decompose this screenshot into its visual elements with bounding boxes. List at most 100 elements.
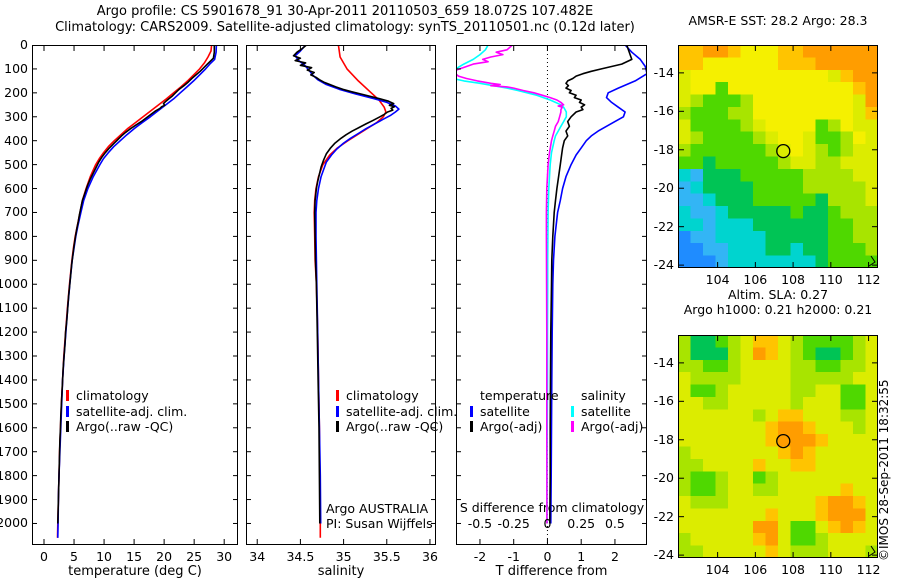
sla-map-title-line2: Argo h1000: 0.21 h2000: 0.21 — [683, 302, 873, 317]
coastline — [868, 255, 876, 267]
depth-tick-label: 400 — [4, 132, 28, 148]
legend-color-bar-icon — [336, 405, 339, 417]
series-climatology — [56, 45, 213, 538]
legend-item: satellite — [470, 404, 530, 419]
legend-color-bar-icon — [66, 390, 69, 401]
lon-tick-label: 110 — [818, 562, 843, 577]
axes-box — [456, 45, 647, 545]
series-s-argo-adj- — [456, 45, 565, 524]
legend-item: satellite-adj. clim. — [66, 404, 187, 419]
legend-color-bar-icon — [66, 405, 69, 417]
lon-tick-label: 108 — [781, 562, 806, 577]
map-border — [678, 45, 878, 268]
lat-tick-label: -20 — [653, 470, 674, 486]
pi-annotation: PI: Susan Wijffels — [326, 516, 433, 531]
depth-tick-label: 700 — [4, 204, 28, 220]
legend-header-temperature: temperature — [480, 388, 559, 403]
lat-tick-label: -14 — [653, 354, 674, 370]
series-s-satellite — [456, 45, 568, 524]
coastline — [868, 545, 876, 557]
s-diff-tick-label: -0.5 — [467, 516, 493, 531]
axes-box — [246, 45, 436, 545]
figure-title-line1: Argo profile: CS 5901678_91 30-Apr-2011 … — [96, 4, 594, 19]
lat-tick-label: -18 — [653, 141, 674, 157]
x-tick-label: 20 — [156, 549, 173, 564]
depth-tick-label: 900 — [4, 252, 28, 268]
series-argo-raw-qc- — [57, 45, 216, 524]
series-satellite-adj-clim- — [57, 45, 218, 538]
depth-tick-label: 1400 — [0, 371, 28, 387]
legend-header-salinity: salinity — [581, 388, 626, 403]
argo-float-marker — [776, 143, 791, 159]
depth-tick-label: 1700 — [0, 443, 28, 459]
figure-title-line2: Climatology: CARS2009. Satellite-adjuste… — [55, 20, 635, 35]
legend-item: climatology — [336, 388, 419, 403]
lon-tick-label: 112 — [856, 562, 881, 577]
depth-tick-label: 0 — [20, 37, 28, 52]
sla-map-overlay — [678, 335, 878, 558]
salinity-axis-title: salinity — [317, 564, 365, 579]
x-tick-label: 35.5 — [372, 549, 401, 564]
legend-label: Argo(..raw -QC) — [346, 419, 444, 434]
lat-tick-label: -16 — [653, 393, 674, 409]
s-diff-tick-label: 0.25 — [567, 516, 596, 531]
legend-item: satellite-adj. clim. — [336, 404, 457, 419]
legend-item: climatology — [66, 388, 149, 403]
sst-map-title: AMSR-E SST: 28.2 Argo: 28.3 — [688, 13, 868, 28]
lon-tick-label: 104 — [705, 562, 730, 577]
lat-tick-label: -22 — [653, 218, 674, 234]
lon-tick-label: 104 — [705, 272, 730, 287]
temperature-plot — [32, 45, 238, 545]
difference-axis-title: T difference from climatology — [495, 564, 608, 580]
depth-tick-label: 200 — [4, 84, 28, 100]
legend-label: satellite-adj. clim. — [346, 403, 458, 419]
legend-label: satellite-adj. clim. — [76, 403, 188, 419]
lat-tick-label: -14 — [653, 64, 674, 80]
x-tick-label: 10 — [96, 549, 113, 564]
lat-tick-label: -24 — [653, 547, 674, 563]
map-border — [678, 335, 878, 558]
sst-map-canvas — [678, 45, 878, 268]
sst-map-overlay — [678, 45, 878, 268]
program-annotation: Argo AUSTRALIA — [326, 501, 429, 516]
x-tick-label: 36 — [422, 549, 438, 564]
legend-color-bar-icon — [571, 405, 574, 417]
x-tick-label: 0 — [543, 549, 552, 564]
depth-tick-label: 300 — [4, 108, 28, 124]
depth-tick-label: 1900 — [0, 491, 28, 507]
depth-tick-label: 600 — [4, 180, 28, 196]
x-tick-label: 1 — [577, 549, 586, 564]
sla-map-title-line1: Altim. SLA: 0.27 — [727, 287, 829, 302]
lon-tick-label: 106 — [743, 562, 768, 577]
x-tick-label: 34.5 — [286, 549, 315, 564]
x-tick-label: 34 — [249, 549, 266, 564]
legend-item: satellite — [571, 404, 631, 419]
series-t-argo-adj- — [549, 45, 633, 524]
legend-label: climatology — [346, 388, 419, 403]
lat-tick-label: -18 — [653, 431, 674, 447]
x-tick-label: 5 — [70, 549, 78, 564]
argo-float-marker — [776, 433, 791, 449]
depth-tick-label: 1000 — [0, 276, 28, 292]
legend-label: climatology — [76, 388, 149, 403]
legend-color-bar-icon — [336, 421, 339, 432]
legend-item: Argo(-adj) — [571, 419, 643, 434]
depth-tick-label: 1300 — [0, 348, 28, 363]
legend-label: satellite — [480, 403, 530, 419]
x-tick-label: 0 — [40, 549, 48, 564]
legend-item: Argo(..raw -QC) — [336, 419, 443, 434]
series-t-satellite — [550, 45, 647, 524]
lat-tick-label: -22 — [653, 508, 674, 524]
difference-plot — [456, 45, 647, 545]
s-diff-tick-label: 0.5 — [604, 516, 625, 531]
legend-color-bar-icon — [66, 421, 69, 432]
legend-label: Argo(-adj) — [480, 419, 543, 434]
depth-tick-label: 1600 — [0, 419, 28, 435]
lon-tick-label: 112 — [856, 272, 881, 287]
legend-color-bar-icon — [470, 421, 473, 432]
depth-tick-label: 100 — [4, 60, 28, 76]
x-tick-label: 35 — [335, 549, 352, 564]
lat-tick-label: -24 — [653, 257, 674, 273]
legend-label: Argo(-adj) — [581, 419, 644, 434]
